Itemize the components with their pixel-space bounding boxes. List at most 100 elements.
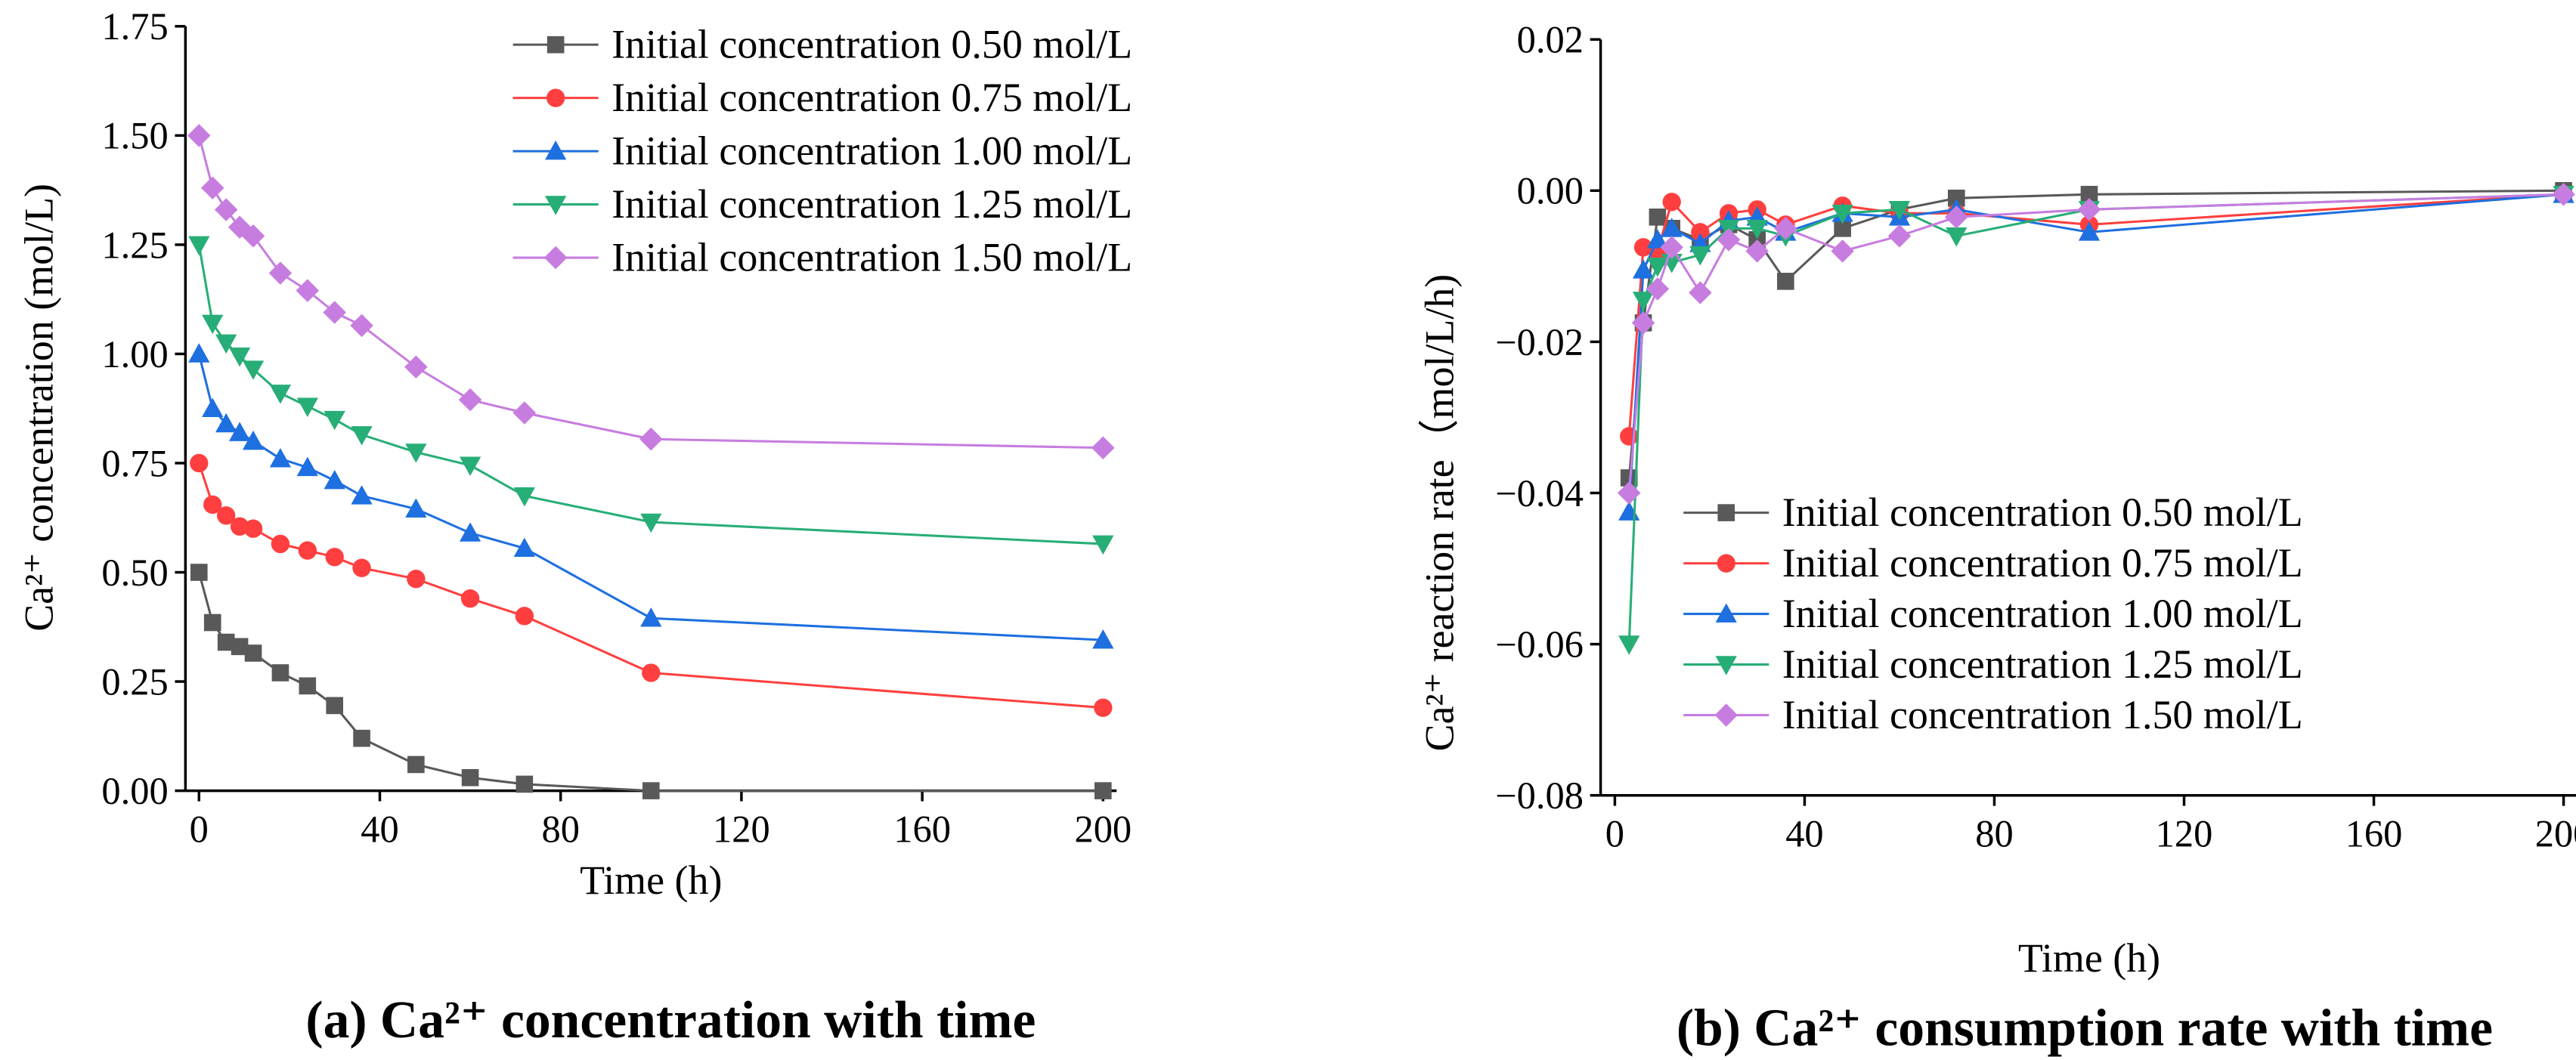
data-point: [459, 522, 481, 542]
data-point: [461, 768, 479, 787]
series-line: [197, 244, 1104, 545]
data-point: [1094, 782, 1112, 799]
data-point: [1620, 427, 1639, 446]
data-point: [1745, 240, 1769, 263]
data-point: [1646, 258, 1669, 277]
data-point: [640, 513, 662, 533]
legend-entry: Initial concentration 1.00 mol/L: [1782, 591, 2303, 636]
data-point: [1646, 229, 1669, 249]
legend-marker: [543, 246, 568, 270]
data-point: [459, 456, 481, 477]
data-point: [241, 224, 265, 248]
data-point: [228, 215, 252, 240]
data-point: [242, 360, 265, 380]
data-point: [1887, 224, 1912, 248]
series-0: [190, 564, 1112, 799]
x-tick-label: 80: [541, 808, 579, 850]
legend-marker: [1715, 656, 1737, 675]
data-point: [325, 548, 344, 567]
data-point: [351, 485, 373, 505]
series-line: [197, 354, 1104, 641]
data-point: [1617, 481, 1641, 505]
data-point: [324, 469, 345, 490]
data-point: [2080, 185, 2098, 203]
data-point: [215, 413, 237, 433]
data-point: [269, 385, 292, 404]
legend-marker: [546, 88, 565, 107]
series-2: [188, 343, 1114, 649]
figure-caption: (a) Ca²⁺ concentration with time: [305, 991, 1036, 1049]
legend-entry: Initial concentration 1.25 mol/L: [1782, 641, 2303, 687]
data-point: [1633, 238, 1653, 257]
data-point: [296, 397, 318, 417]
data-point: [1649, 209, 1667, 226]
y-tick-label: 1.00: [101, 333, 168, 375]
data-point: [407, 756, 425, 774]
y-tick-label: 0.02: [1517, 19, 1584, 61]
data-point: [1662, 193, 1681, 212]
legend-entry: Initial concentration 1.00 mol/L: [611, 128, 1132, 173]
data-point: [299, 677, 317, 695]
data-point: [188, 236, 210, 256]
data-point: [515, 607, 534, 626]
panel-b-reaction-rate: −0.08 −0.06 −0.04 −0.02 0.00 0.02 0 40 80 120 160 2…: [1417, 19, 2576, 1057]
data-point: [1888, 201, 1911, 221]
legend: Initial concentration 0.50 mol/L Initial …: [512, 22, 1132, 280]
x-tick-label: 80: [1975, 813, 2013, 855]
y-tick-label: 0.25: [101, 660, 168, 703]
panel-a-concentration: 0.00 0.25 0.50 0.75 1.00 1.25 1.50 1.75 0 40 80 120…: [17, 5, 1133, 1049]
data-point: [268, 261, 293, 285]
series-4: [1617, 183, 2575, 505]
legend-marker: [1717, 554, 1735, 573]
data-point: [1092, 535, 1114, 555]
data-point: [190, 453, 209, 473]
data-point: [271, 664, 289, 681]
data-point: [1661, 218, 1683, 237]
legend-entry: Initial concentration 1.50 mol/L: [1782, 692, 2303, 737]
data-point: [1092, 629, 1114, 649]
data-point: [512, 401, 537, 425]
data-point: [1691, 223, 1710, 242]
data-point: [1717, 228, 1741, 252]
data-point: [1834, 220, 1851, 237]
data-point: [324, 410, 345, 431]
legend: Initial concentration 0.50 mol/L Initial …: [1683, 490, 2303, 737]
y-axis-label: Ca²⁺ reaction rate（mol/L/h): [1417, 274, 1463, 752]
data-point: [642, 782, 660, 799]
data-point: [642, 663, 661, 682]
y-tick-label: 0.75: [101, 442, 168, 484]
data-point: [1632, 259, 1655, 279]
data-point: [2078, 221, 2101, 241]
data-point: [513, 537, 535, 558]
legend-marker: [1715, 603, 1737, 623]
x-tick-label: 40: [361, 808, 398, 850]
data-point: [228, 422, 251, 441]
data-point: [1632, 292, 1655, 311]
data-point: [2077, 198, 2101, 221]
data-point: [516, 775, 534, 793]
legend-marker: [546, 36, 565, 54]
data-point: [228, 348, 251, 367]
legend-entry: Initial concentration 0.75 mol/L: [1782, 540, 2303, 586]
y-tick-label: 0.50: [101, 552, 168, 594]
series-4: [187, 124, 1115, 460]
data-point: [513, 487, 535, 507]
data-point: [405, 443, 427, 463]
data-point: [215, 334, 237, 354]
data-point: [1944, 206, 1968, 229]
data-point: [202, 314, 224, 335]
x-tick-label: 0: [1605, 813, 1624, 855]
y-axis-label: Ca²⁺ concentration (mol/L): [17, 184, 62, 632]
y-tick-label: 0.00: [101, 770, 168, 812]
series-line: [1627, 189, 2564, 478]
data-point: [1620, 469, 1638, 487]
data-point: [242, 430, 265, 450]
legend-entry: Initial concentration 0.50 mol/L: [1782, 490, 2303, 535]
data-point: [353, 729, 370, 747]
y-tick-label: −0.04: [1495, 472, 1584, 515]
legend-entry: Initial concentration 1.25 mol/L: [611, 181, 1132, 227]
x-tick-label: 0: [190, 808, 209, 850]
y-tick-label: 0.00: [1517, 170, 1584, 212]
data-point: [1946, 227, 1968, 247]
